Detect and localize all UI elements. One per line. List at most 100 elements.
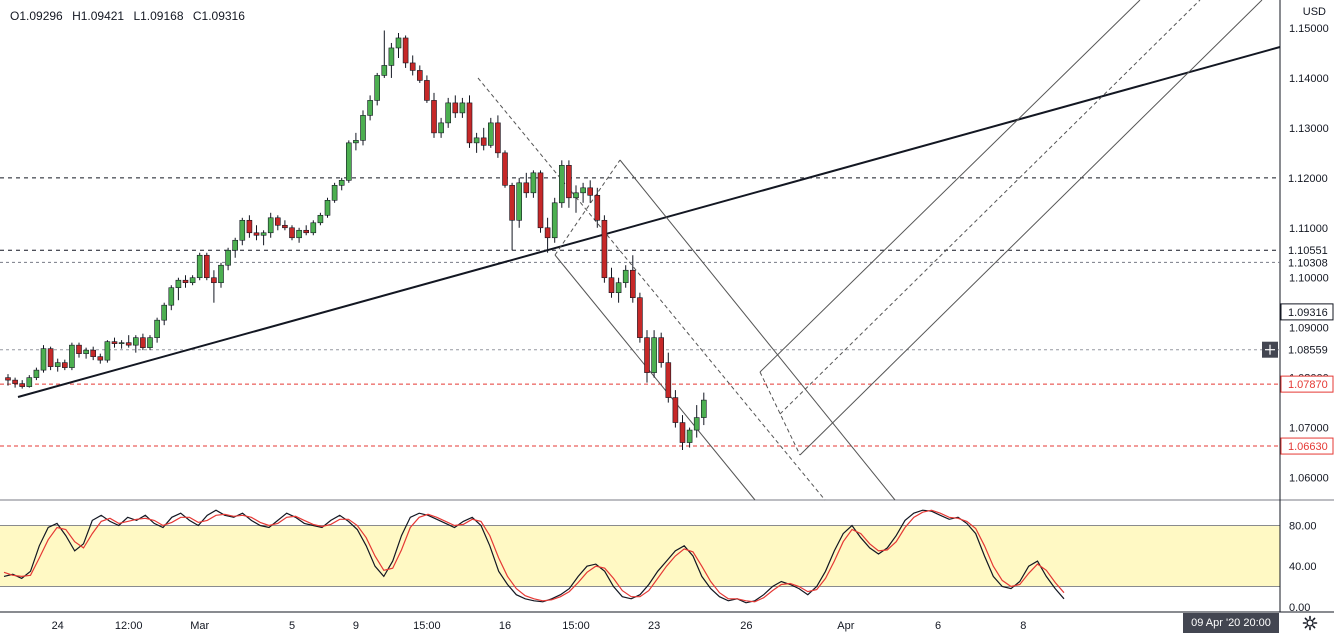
candle (679, 415, 686, 451)
price-label: 1.08559 (1262, 341, 1333, 358)
candle-body-up (516, 182, 523, 221)
candle (147, 335, 153, 351)
candle-body-down (495, 122, 501, 154)
price-label-box (1281, 242, 1333, 259)
candle (644, 330, 650, 383)
price-label: 1.10551 (1281, 242, 1333, 259)
price-tick-label: 1.13000 (1289, 123, 1329, 135)
price-label-text: 1.06630 (1288, 441, 1328, 453)
candle (289, 225, 295, 241)
price-tick-label: 1.06000 (1289, 473, 1329, 485)
candle-body-up (310, 222, 317, 234)
currency-label[interactable]: USD (1302, 6, 1326, 18)
candle (324, 197, 331, 218)
candle (317, 212, 324, 226)
time-tick-label: 26 (740, 620, 752, 632)
candle (587, 180, 594, 203)
candle (232, 237, 238, 258)
candle-body-down (76, 344, 82, 354)
candle-body-down (5, 377, 11, 381)
candle-body-up (395, 37, 402, 49)
time-axis[interactable]: 24 12:00 Mar 5 9 15:00 16 15:00 23 26 Apr 6 8 (52, 620, 1027, 632)
candle-body-up (33, 369, 40, 378)
candle-body-up (693, 417, 700, 431)
candle (111, 337, 118, 348)
price-label-box (1280, 303, 1334, 321)
candle (26, 375, 33, 388)
candle-body-down (253, 232, 260, 236)
candle (140, 333, 146, 351)
candle (665, 352, 672, 403)
candle (239, 217, 246, 246)
price-label-box (1281, 169, 1333, 186)
candle-body-up (381, 65, 388, 76)
candle-body-up (573, 192, 579, 199)
time-tick-label: 6 (935, 620, 941, 632)
candle (97, 353, 104, 364)
stochastic-oscillator (3, 509, 1065, 604)
candle-body-down (204, 254, 210, 279)
candle (416, 65, 423, 83)
settings-button[interactable] (1298, 611, 1322, 635)
candle-body-down (431, 100, 437, 134)
candle (69, 342, 75, 371)
candle-body-down (466, 102, 473, 144)
price-label: 1.07870 (1280, 375, 1334, 393)
candle (118, 340, 125, 349)
candle-body-up (438, 122, 444, 134)
trend-line (17, 46, 1281, 398)
price-label-text: 1.08559 (1288, 345, 1328, 357)
candle-body-down (480, 137, 487, 146)
candle-body-down (90, 349, 96, 357)
stochastic-band (0, 525, 1280, 587)
candle (395, 32, 402, 58)
candle-body-up (651, 337, 657, 373)
candle (381, 30, 388, 78)
candle-body-down (182, 279, 189, 284)
time-tick-label: 15:00 (413, 620, 441, 632)
candle-body-down (140, 337, 146, 348)
candle-body-down (47, 348, 54, 367)
time-tick-label: 16 (499, 620, 511, 632)
price-tick-label: 1.07000 (1289, 423, 1329, 435)
candle-body-up (338, 180, 345, 186)
candle (452, 95, 459, 118)
stoch-d-line (3, 509, 1065, 603)
candle (438, 117, 444, 138)
candle-body-up (473, 137, 480, 144)
candle (374, 72, 381, 106)
candle (76, 342, 82, 358)
candle (637, 292, 643, 343)
candle-body-up (104, 341, 111, 361)
price-label: 1.12000 (1281, 169, 1333, 186)
down-channel-upper (619, 159, 896, 501)
price-label: 1.10308 (1281, 254, 1333, 271)
candle (5, 374, 11, 386)
candle (267, 212, 274, 238)
candle-body-up (147, 337, 153, 348)
candle-body-down (12, 379, 18, 384)
up-channel-median (779, 0, 1201, 415)
candle-body-up (367, 100, 373, 116)
price-label-text: 1.12000 (1288, 173, 1328, 185)
candle-body-up (622, 269, 629, 284)
candle-body-down (629, 269, 636, 299)
candle (19, 380, 26, 389)
candle (133, 335, 139, 353)
overbought-oversold-band (0, 525, 1280, 587)
price-label-text: 1.10308 (1288, 257, 1328, 269)
candle (409, 55, 416, 76)
candle-body-up (353, 140, 359, 144)
candle (431, 92, 437, 138)
candle (516, 177, 523, 228)
candle (182, 275, 189, 288)
candle-body-up (615, 282, 622, 294)
candle (651, 330, 657, 378)
candle (168, 285, 175, 311)
candle-body-down (289, 227, 295, 239)
time-tick-label: 23 (648, 620, 660, 632)
candle (282, 220, 288, 231)
candle-body-up (551, 202, 558, 239)
